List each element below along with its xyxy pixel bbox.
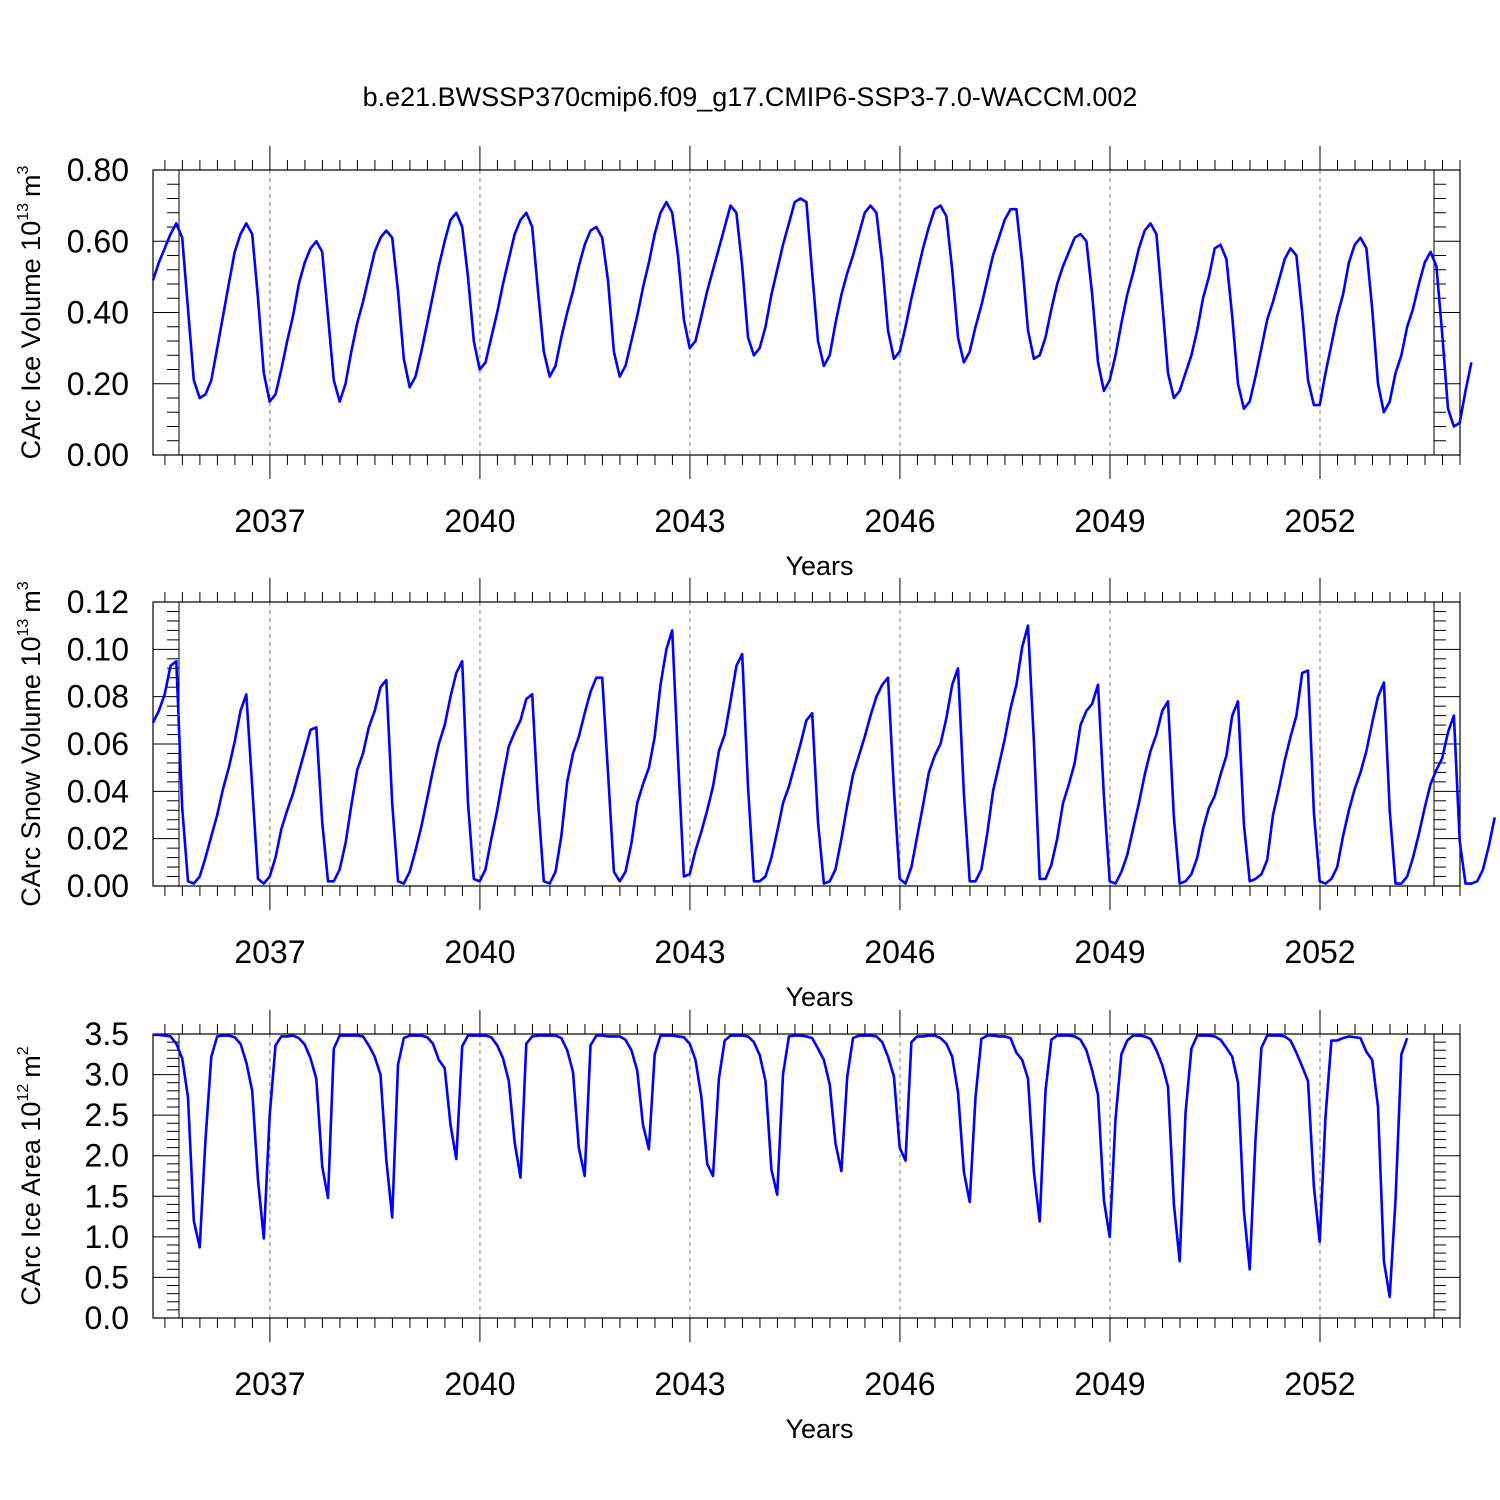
y-tick-label: 0.12 [67,584,129,620]
y-axis-label-text: CArc Snow Volume [16,674,46,907]
y-axis-label-space [16,1132,46,1140]
y-tick-label: 0.10 [67,631,129,667]
series-line [153,1033,1409,1299]
x-tick-label: 2040 [444,503,515,539]
y-tick-label: 0.02 [67,821,129,857]
x-tick-label: 2037 [234,934,305,970]
panels-group: 2037 2040 2043 2046 2049 2052 Years 0.00 0.20 0.4… [15,146,1496,1444]
y-axis-label: CArc Ice Area 1012 m2 [15,1046,46,1305]
y-tick-label: 0.20 [67,366,129,402]
y-tick-label: 3.5 [85,1016,129,1052]
y-axis-label-space [16,251,46,259]
x-tick-label: 2037 [234,503,305,539]
y-axis-unit: m [16,1055,46,1078]
y-tick-label: 0.08 [67,679,129,715]
y-tick-label: 0.00 [67,868,129,904]
y-axis-label: CArc Ice Volume 1013 m3 [15,165,46,459]
y-axis-unit-base: 10 [16,637,46,667]
y-axis-unit-base-exp: 13 [15,619,32,637]
x-tick-label: 2043 [654,503,725,539]
panel-2: 2037 2040 2043 2046 2049 2052 Years 0.00 0.02 0.0… [15,578,1496,1012]
x-tick-label: 2052 [1284,1366,1355,1402]
y-axis-unit-exp: 2 [15,1046,32,1055]
x-tick-label: 2046 [864,934,935,970]
x-tick-label: 2040 [444,1366,515,1402]
series-line [151,197,1473,428]
x-axis-label: Years [785,1414,853,1444]
x-tick-label: 2049 [1074,934,1145,970]
y-axis-unit-base: 10 [16,221,46,251]
y-tick-label: 0.04 [67,773,129,809]
y-tick-label: 2.5 [85,1097,129,1133]
y-tick-label: 1.0 [85,1219,129,1255]
y-axis-label-space [16,667,46,675]
y-tick-label: 3.0 [85,1057,129,1093]
x-axis-label: Years [785,551,853,581]
y-axis-unit-base-exp: 12 [15,1084,32,1102]
y-axis-label-text: CArc Ice Volume [16,258,46,459]
x-tick-label: 2040 [444,934,515,970]
series-line [151,624,1496,885]
x-tick-label: 2049 [1074,503,1145,539]
plot-frame [152,1033,1461,1319]
y-axis-unit-exp: 3 [15,581,32,590]
x-tick-label: 2052 [1284,934,1355,970]
y-axis-label-text: CArc Ice Area [16,1138,46,1306]
figure-title: b.e21.BWSSP370cmip6.f09_g17.CMIP6-SSP3-7… [363,82,1138,112]
x-tick-label: 2049 [1074,1366,1145,1402]
y-tick-label: 0.5 [85,1259,129,1295]
y-axis-unit-base-exp: 13 [15,203,32,221]
y-tick-label: 1.5 [85,1178,129,1214]
y-axis-unit: m [16,174,46,197]
y-tick-label: 0.40 [67,295,129,331]
y-tick-label: 0.80 [67,152,129,188]
x-tick-label: 2037 [234,1366,305,1402]
x-axis-label: Years [785,982,853,1012]
y-axis-unit: m [16,590,46,613]
x-tick-label: 2046 [864,1366,935,1402]
y-tick-label: 0.06 [67,726,129,762]
x-tick-label: 2043 [654,934,725,970]
x-tick-label: 2052 [1284,503,1355,539]
panel-1: 2037 2040 2043 2046 2049 2052 Years 0.00 0.20 0.4… [15,146,1473,581]
y-tick-label: 0.60 [67,223,129,259]
y-tick-label: 0.0 [85,1300,129,1336]
x-tick-label: 2046 [864,503,935,539]
y-axis-label: CArc Snow Volume 1013 m3 [15,581,46,906]
y-axis-unit-base: 10 [16,1102,46,1132]
x-tick-label: 2043 [654,1366,725,1402]
y-axis-unit-exp: 3 [15,165,32,174]
plot-frame [152,601,1461,887]
y-tick-label: 0.00 [67,437,129,473]
panel-3: 2037 2040 2043 2046 2049 2052 Years 0.0 0.5 1.0 1.… [15,1010,1461,1444]
y-tick-label: 2.0 [85,1138,129,1174]
